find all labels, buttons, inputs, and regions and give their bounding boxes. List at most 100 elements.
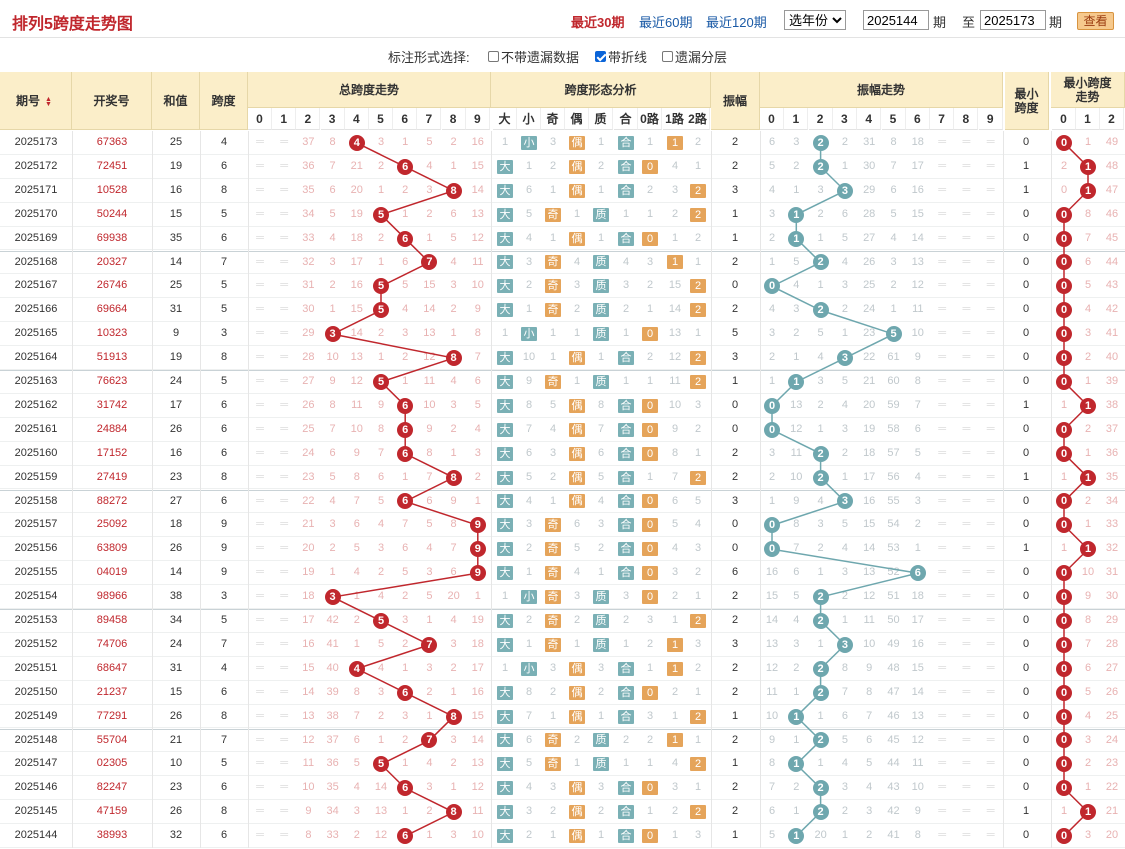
draw-number: 38993 (96, 829, 128, 842)
span-miss: 30 (302, 303, 315, 316)
min-span-ball: 0 (1056, 421, 1072, 438)
sort-icon[interactable]: ▲▼ (45, 95, 52, 106)
amp-ball: 2 (812, 158, 829, 175)
min-span-value: 0 (1022, 279, 1030, 292)
min-span-ball: 0 (1056, 350, 1072, 367)
amp-miss: 3 (914, 494, 921, 507)
amp-value: 0 (731, 398, 739, 411)
col-span-digit: 2 (296, 108, 321, 130)
span-value: 5 (220, 375, 228, 387)
link-recent-120[interactable]: 最近120期 (706, 15, 767, 30)
form-miss: 3 (597, 518, 605, 531)
amp-miss: ═ (962, 781, 971, 794)
option-no-miss[interactable]: 不带遗漏数据 (488, 47, 579, 66)
form-tag: 2 (690, 351, 706, 366)
form-tag: 2 (690, 374, 706, 389)
amp-ball: 5 (885, 326, 902, 343)
form-miss: 2 (525, 829, 533, 842)
form-miss: 1 (573, 207, 581, 220)
form-miss: 1 (597, 231, 605, 244)
option-lines[interactable]: 带折线 (595, 47, 647, 66)
col-issue: 期号 ▲▼ (0, 72, 72, 130)
col-amp-digit: 5 (881, 108, 906, 130)
span-miss: 2 (450, 422, 457, 435)
draw-number: 10323 (96, 327, 128, 340)
from-issue-input[interactable] (863, 10, 929, 30)
sum-value: 35 (169, 231, 183, 244)
form-tag: 大 (497, 374, 513, 389)
query-button[interactable]: 查看 (1077, 12, 1114, 30)
form-tag: 2 (690, 805, 706, 820)
form-tag: 0 (642, 685, 658, 700)
column-divider (711, 131, 712, 848)
year-select[interactable]: 选年份 (784, 10, 846, 30)
span-ball: 6 (397, 421, 414, 438)
amp-miss: 7 (914, 398, 921, 411)
amp-miss: 43 (887, 781, 900, 794)
form-tag: 大 (497, 470, 513, 485)
span-miss: 6 (402, 255, 409, 268)
form-miss: 2 (597, 542, 605, 555)
amp-miss: 3 (866, 805, 873, 818)
span-miss: ═ (280, 566, 289, 579)
min-span-value: 0 (1022, 757, 1030, 770)
form-miss: 5 (549, 398, 557, 411)
form-tag: 偶 (569, 661, 585, 676)
link-recent-60[interactable]: 最近60期 (639, 15, 693, 30)
form-miss: 1 (671, 614, 679, 626)
span-ball: 4 (348, 660, 365, 677)
amp-miss: 15 (765, 590, 779, 603)
col-min-span: 最小跨度 (1005, 72, 1049, 130)
option-checkbox[interactable] (662, 51, 673, 62)
form-miss: 4 (597, 494, 605, 507)
draw-number: 20327 (96, 255, 128, 268)
amp-miss: 9 (793, 494, 800, 507)
option-layer[interactable]: 遗漏分层 (662, 47, 727, 66)
amp-miss: 23 (863, 327, 876, 340)
link-recent-30[interactable]: 最近30期 (571, 15, 625, 30)
amp-miss: 13 (911, 709, 924, 722)
amp-miss: 1 (841, 159, 848, 172)
option-checkbox[interactable] (595, 51, 606, 62)
min-span-ball: 0 (1056, 732, 1072, 749)
form-miss: 2 (549, 159, 557, 172)
amp-ball: 2 (812, 804, 829, 821)
span-miss: 3 (377, 685, 385, 698)
issue-number: 2025165 (14, 327, 58, 340)
form-miss: 2 (622, 733, 630, 746)
to-issue-input[interactable] (980, 10, 1046, 30)
form-tag: 大 (497, 183, 513, 198)
min-span-value: 1 (1022, 805, 1030, 818)
amp-miss: 12 (765, 661, 779, 674)
amp-miss: 8 (841, 661, 848, 674)
form-tag: 质 (593, 374, 609, 389)
option-checkbox[interactable] (488, 51, 499, 62)
form-tag: 2 (690, 279, 706, 294)
min-span-miss: 32 (1105, 542, 1119, 555)
amp-ball: 2 (812, 660, 829, 677)
amp-miss: 1 (817, 279, 824, 292)
span-miss: 14 (471, 183, 484, 196)
amp-miss: 14 (911, 685, 924, 698)
form-tag: 合 (618, 135, 634, 150)
amp-miss: ═ (986, 422, 995, 435)
span-miss: 3 (426, 781, 433, 794)
form-tag: 质 (593, 613, 609, 628)
form-tag: 大 (497, 207, 513, 222)
span-miss: 2 (426, 805, 433, 818)
min-span-miss: 30 (1105, 590, 1119, 603)
col-form-sub: 0路 (638, 108, 662, 130)
min-span-miss: 38 (1105, 398, 1119, 411)
min-span-miss: 46 (1105, 207, 1119, 220)
form-miss: 1 (525, 303, 533, 316)
span-miss: 8 (353, 685, 360, 698)
draw-number: 27419 (96, 470, 128, 483)
amp-miss: 5 (841, 231, 848, 244)
form-miss: 1 (549, 709, 557, 722)
min-span-miss: 34 (1105, 494, 1119, 507)
form-miss: 2 (525, 542, 533, 555)
form-miss: 2 (549, 805, 557, 818)
amp-miss: 3 (793, 136, 800, 148)
sum-value: 25 (169, 136, 183, 148)
span-miss: 1 (402, 375, 409, 387)
